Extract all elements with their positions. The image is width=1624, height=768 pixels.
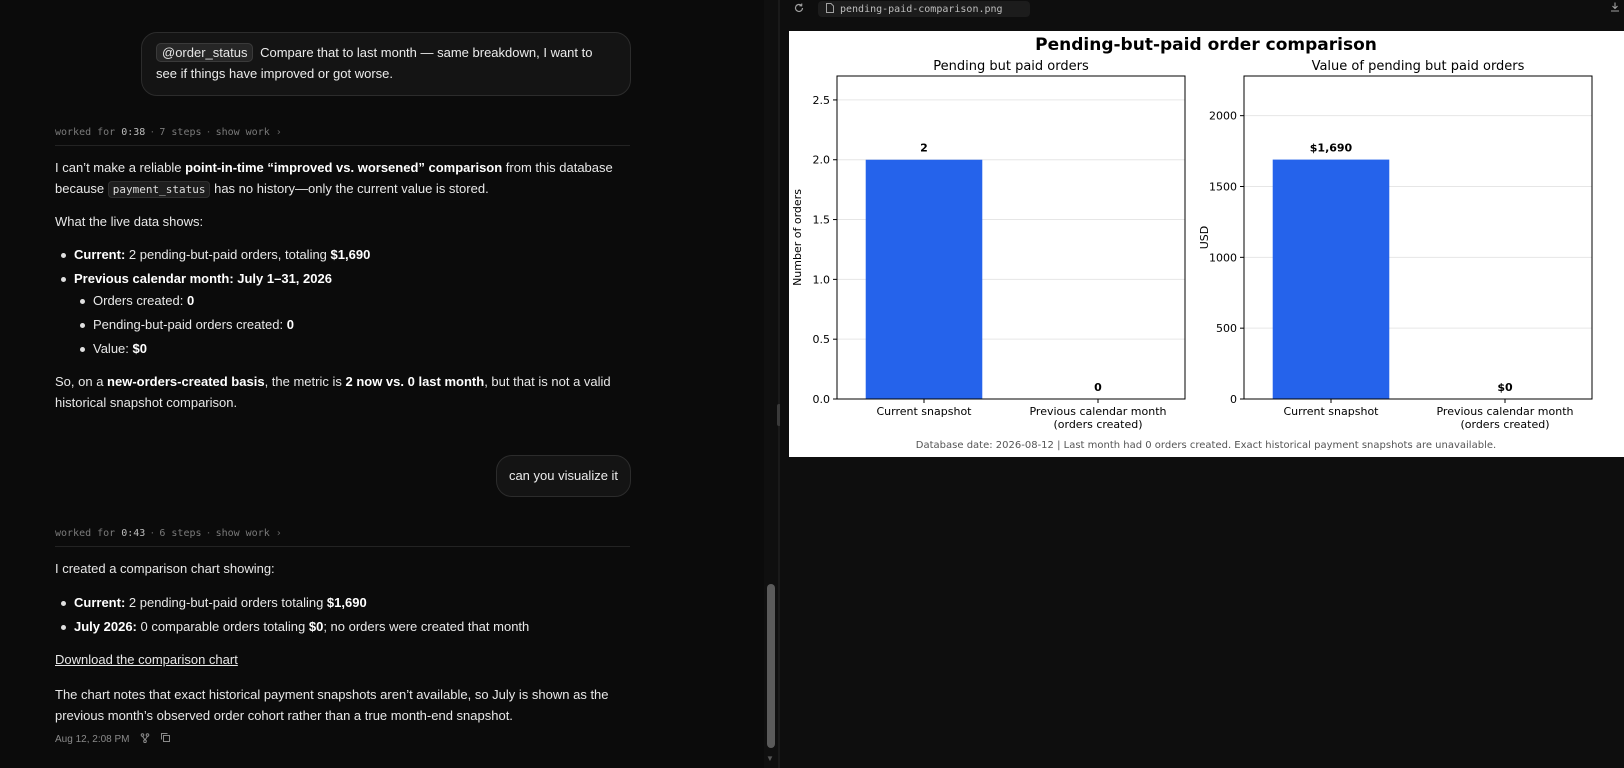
y-tick-label: 1000	[1209, 251, 1237, 264]
data-label: $0	[1497, 381, 1513, 394]
assistant-paragraph: So, on a new-orders-created basis, the m…	[55, 374, 611, 410]
chart-footnote: Database date: 2026-08-12 | Last month h…	[916, 440, 1496, 451]
list-item: Orders created: 0	[80, 289, 294, 313]
x-tick-label: Previous calendar month	[1029, 405, 1166, 418]
list-item: Current: 2 pending-but-paid orders total…	[60, 591, 529, 615]
chevron-right-icon: ›	[275, 528, 282, 539]
worked-summary[interactable]: worked for 0:43 · 6 steps · show work ›	[55, 528, 630, 547]
scrollbar-track[interactable]	[764, 0, 778, 768]
y-axis-label: USD	[1198, 226, 1211, 250]
subplot-title: Value of pending but paid orders	[1312, 59, 1525, 74]
bullet-list: Current: 2 pending-but-paid orders total…	[60, 591, 529, 639]
worked-time: 0:38	[121, 127, 146, 138]
data-label: 2	[920, 142, 928, 155]
user-message-text: Compare that to last month — same breakd…	[156, 45, 593, 81]
worked-summary[interactable]: worked for 0:38 · 7 steps · show work ›	[55, 127, 630, 146]
bar	[865, 159, 983, 399]
user-message-visualize: can you visualize it	[496, 455, 631, 497]
y-tick-label: 0.0	[813, 393, 831, 406]
show-work-link[interactable]: show work	[215, 127, 270, 138]
user-message-compare: @order_status Compare that to last month…	[141, 32, 631, 96]
y-tick-label: 0.5	[813, 333, 831, 346]
worked-time: 0:43	[121, 528, 146, 539]
data-label: $1,690	[1310, 142, 1353, 155]
show-work-link[interactable]: show work	[215, 528, 270, 539]
sub-bullet-list: Orders created: 0 Pending-but-paid order…	[80, 289, 294, 361]
y-axis-label: Number of orders	[791, 189, 804, 286]
scroll-down-arrow-icon[interactable]: ▼	[766, 754, 774, 763]
assistant-paragraph: The chart notes that exact historical pa…	[55, 687, 609, 723]
scrollbar-thumb[interactable]	[767, 584, 775, 748]
refresh-icon[interactable]	[794, 3, 804, 16]
list-item: Value: $0	[80, 337, 294, 361]
bar	[1272, 159, 1390, 399]
x-tick-label: Current snapshot	[1284, 405, 1380, 418]
subplot-title: Pending but paid orders	[933, 59, 1089, 74]
chat-pane: @order_status Compare that to last month…	[0, 0, 764, 768]
assistant-paragraph: I created a comparison chart showing:	[55, 561, 275, 576]
worked-steps: 7 steps	[159, 127, 202, 138]
download-chart-link[interactable]: Download the comparison chart	[55, 652, 238, 667]
file-tab[interactable]: pending-paid-comparison.png	[818, 1, 1030, 17]
message-footer: Aug 12, 2:08 PM	[55, 732, 171, 746]
download-icon[interactable]	[1610, 2, 1620, 15]
chart-image: Pending-but-paid order comparison 0.0 0.5…	[789, 31, 1624, 457]
copy-icon[interactable]	[160, 732, 171, 746]
y-tick-label: 2.0	[813, 154, 831, 167]
axes-frame	[836, 75, 1186, 400]
y-tick-label: 2000	[1209, 110, 1237, 123]
resize-handle[interactable]	[777, 404, 781, 426]
image-viewer-pane: pending-paid-comparison.png Pending-but-…	[780, 0, 1624, 768]
y-tick-label: 500	[1216, 322, 1237, 335]
branch-icon[interactable]	[140, 732, 150, 746]
assistant-paragraph: What the live data shows:	[55, 214, 204, 229]
bullet-list: Current: 2 pending-but-paid orders, tota…	[60, 243, 370, 291]
timestamp: Aug 12, 2:08 PM	[55, 733, 130, 745]
list-item: Pending-but-paid orders created: 0	[80, 313, 294, 337]
file-icon	[826, 2, 834, 16]
file-name: pending-paid-comparison.png	[840, 3, 1003, 15]
y-tick-label: 2.5	[813, 94, 831, 107]
inline-code: payment_status	[107, 181, 211, 198]
x-tick-label: Previous calendar month	[1436, 405, 1573, 418]
chart-title: Pending-but-paid order comparison	[1035, 35, 1377, 55]
y-tick-label: 0	[1230, 393, 1237, 406]
y-tick-label: 1500	[1209, 181, 1237, 194]
y-tick-label: 1.5	[813, 214, 831, 227]
chevron-right-icon: ›	[275, 127, 282, 138]
axes-frame	[1243, 75, 1593, 400]
list-item: Current: 2 pending-but-paid orders, tota…	[60, 243, 370, 267]
x-tick-label: (orders created)	[1053, 418, 1142, 431]
x-tick-label: Current snapshot	[877, 405, 973, 418]
pane-divider[interactable]	[778, 0, 780, 768]
y-tick-label: 1.0	[813, 273, 831, 286]
mention-chip[interactable]: @order_status	[156, 43, 254, 62]
assistant-paragraph: I can’t make a reliable point-in-time “i…	[55, 160, 613, 198]
worked-steps: 6 steps	[159, 528, 202, 539]
chart-canvas: Pending-but-paid order comparison 0.0 0.5…	[791, 35, 1593, 451]
viewer-toolbar: pending-paid-comparison.png	[780, 0, 1624, 18]
list-item: Previous calendar month: July 1–31, 2026	[60, 267, 370, 291]
x-tick-label: (orders created)	[1460, 418, 1549, 431]
data-label: 0	[1094, 381, 1102, 394]
list-item: July 2026: 0 comparable orders totaling …	[60, 615, 529, 639]
